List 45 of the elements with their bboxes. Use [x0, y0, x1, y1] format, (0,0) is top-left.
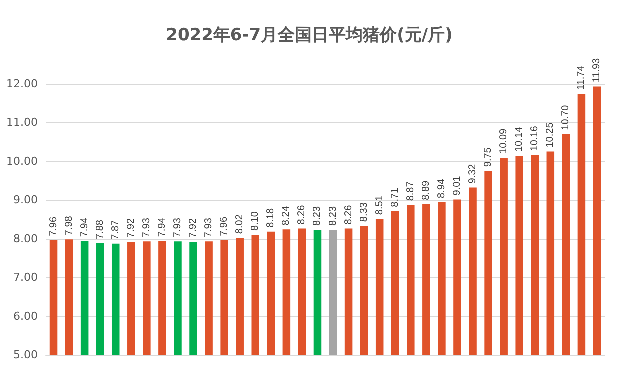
- data-label: 7.94: [156, 217, 168, 238]
- data-label: 8.71: [390, 187, 401, 208]
- data-label: 8.10: [250, 211, 262, 231]
- data-label: 7.94: [79, 217, 90, 238]
- data-label: 7.98: [64, 216, 75, 236]
- data-label: 8.89: [420, 180, 432, 200]
- data-label: 7.87: [110, 220, 122, 240]
- data-label: 7.96: [219, 216, 230, 236]
- data-label: 10.70: [560, 104, 572, 130]
- data-label: 7.96: [48, 216, 60, 236]
- data-label: 8.23: [328, 206, 339, 226]
- data-label: 10.25: [545, 122, 556, 148]
- data-label: 8.33: [358, 202, 370, 222]
- data-label: 9.01: [452, 176, 463, 196]
- y-tick-label: 12.00: [6, 78, 38, 90]
- data-label: 7.92: [188, 218, 200, 238]
- y-tick-label: 8.00: [14, 232, 38, 246]
- y-tick-label: 5.00: [14, 348, 38, 362]
- data-label: 8.94: [436, 178, 448, 198]
- data-label: 8.26: [343, 204, 354, 225]
- data-label: 7.88: [94, 220, 106, 240]
- data-label: 9.32: [468, 164, 479, 184]
- data-label: 8.02: [234, 214, 246, 234]
- data-label: 10.09: [498, 128, 510, 154]
- data-label: 8.51: [374, 195, 386, 216]
- data-label: 11.74: [576, 65, 588, 90]
- y-tick-label: 6.00: [14, 310, 38, 323]
- y-tick-label: 11.00: [6, 116, 38, 130]
- chart-title: 2022年6-7月全国日平均猪价(元/斤): [166, 26, 453, 46]
- data-label: 8.26: [296, 204, 308, 225]
- data-label: 10.14: [514, 126, 526, 152]
- data-label: 7.93: [204, 218, 215, 238]
- y-tick-label: 7.00: [14, 271, 38, 284]
- data-label: 8.87: [405, 181, 416, 202]
- data-label: 8.24: [281, 206, 292, 226]
- data-label: 7.93: [172, 218, 184, 238]
- y-tick-label: 10.00: [6, 154, 38, 168]
- data-label: 8.23: [312, 206, 324, 226]
- data-label: 10.16: [530, 126, 541, 152]
- data-label: 7.93: [141, 218, 152, 238]
- data-label: 8.18: [266, 208, 277, 228]
- data-label: 9.75: [483, 147, 494, 168]
- data-label: 11.93: [592, 58, 603, 83]
- y-tick-label: 9.00: [14, 194, 38, 207]
- data-label: 7.92: [126, 218, 137, 238]
